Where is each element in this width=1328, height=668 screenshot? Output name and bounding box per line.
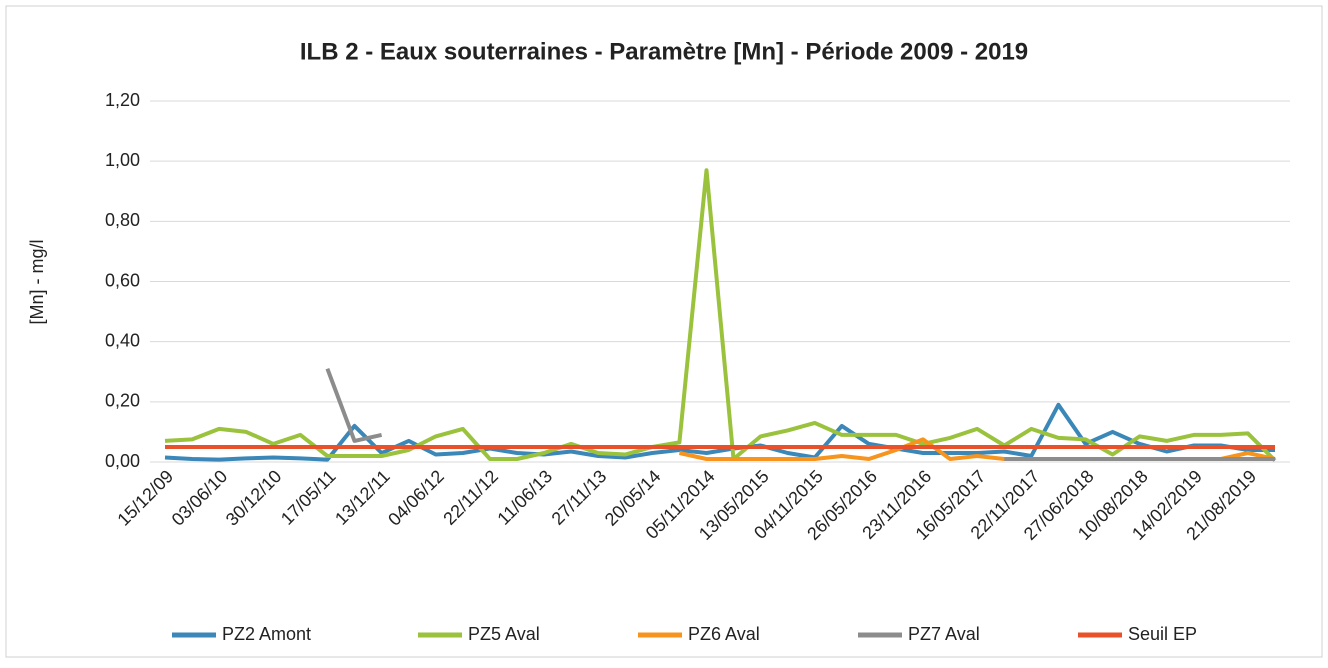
legend-label: PZ5 Aval <box>468 624 540 644</box>
y-tick-label: 0,40 <box>105 330 140 350</box>
legend-label: PZ6 Aval <box>688 624 760 644</box>
y-tick-label: 0,20 <box>105 391 140 411</box>
legend-label: Seuil EP <box>1128 624 1197 644</box>
y-tick-label: 0,00 <box>105 451 140 471</box>
chart-title: ILB 2 - Eaux souterraines - Paramètre [M… <box>300 38 1028 65</box>
legend-label: PZ7 Aval <box>908 624 980 644</box>
y-tick-label: 0,80 <box>105 210 140 230</box>
y-tick-label: 1,00 <box>105 150 140 170</box>
legend-label: PZ2 Amont <box>222 624 311 644</box>
y-tick-label: 0,60 <box>105 270 140 290</box>
series-line <box>164 168 1277 462</box>
series-line <box>325 367 1275 461</box>
y-tick-label: 1,20 <box>105 90 140 110</box>
chart-frame <box>5 5 1323 658</box>
y-axis-label: [Mn] - mg/l <box>27 239 47 324</box>
